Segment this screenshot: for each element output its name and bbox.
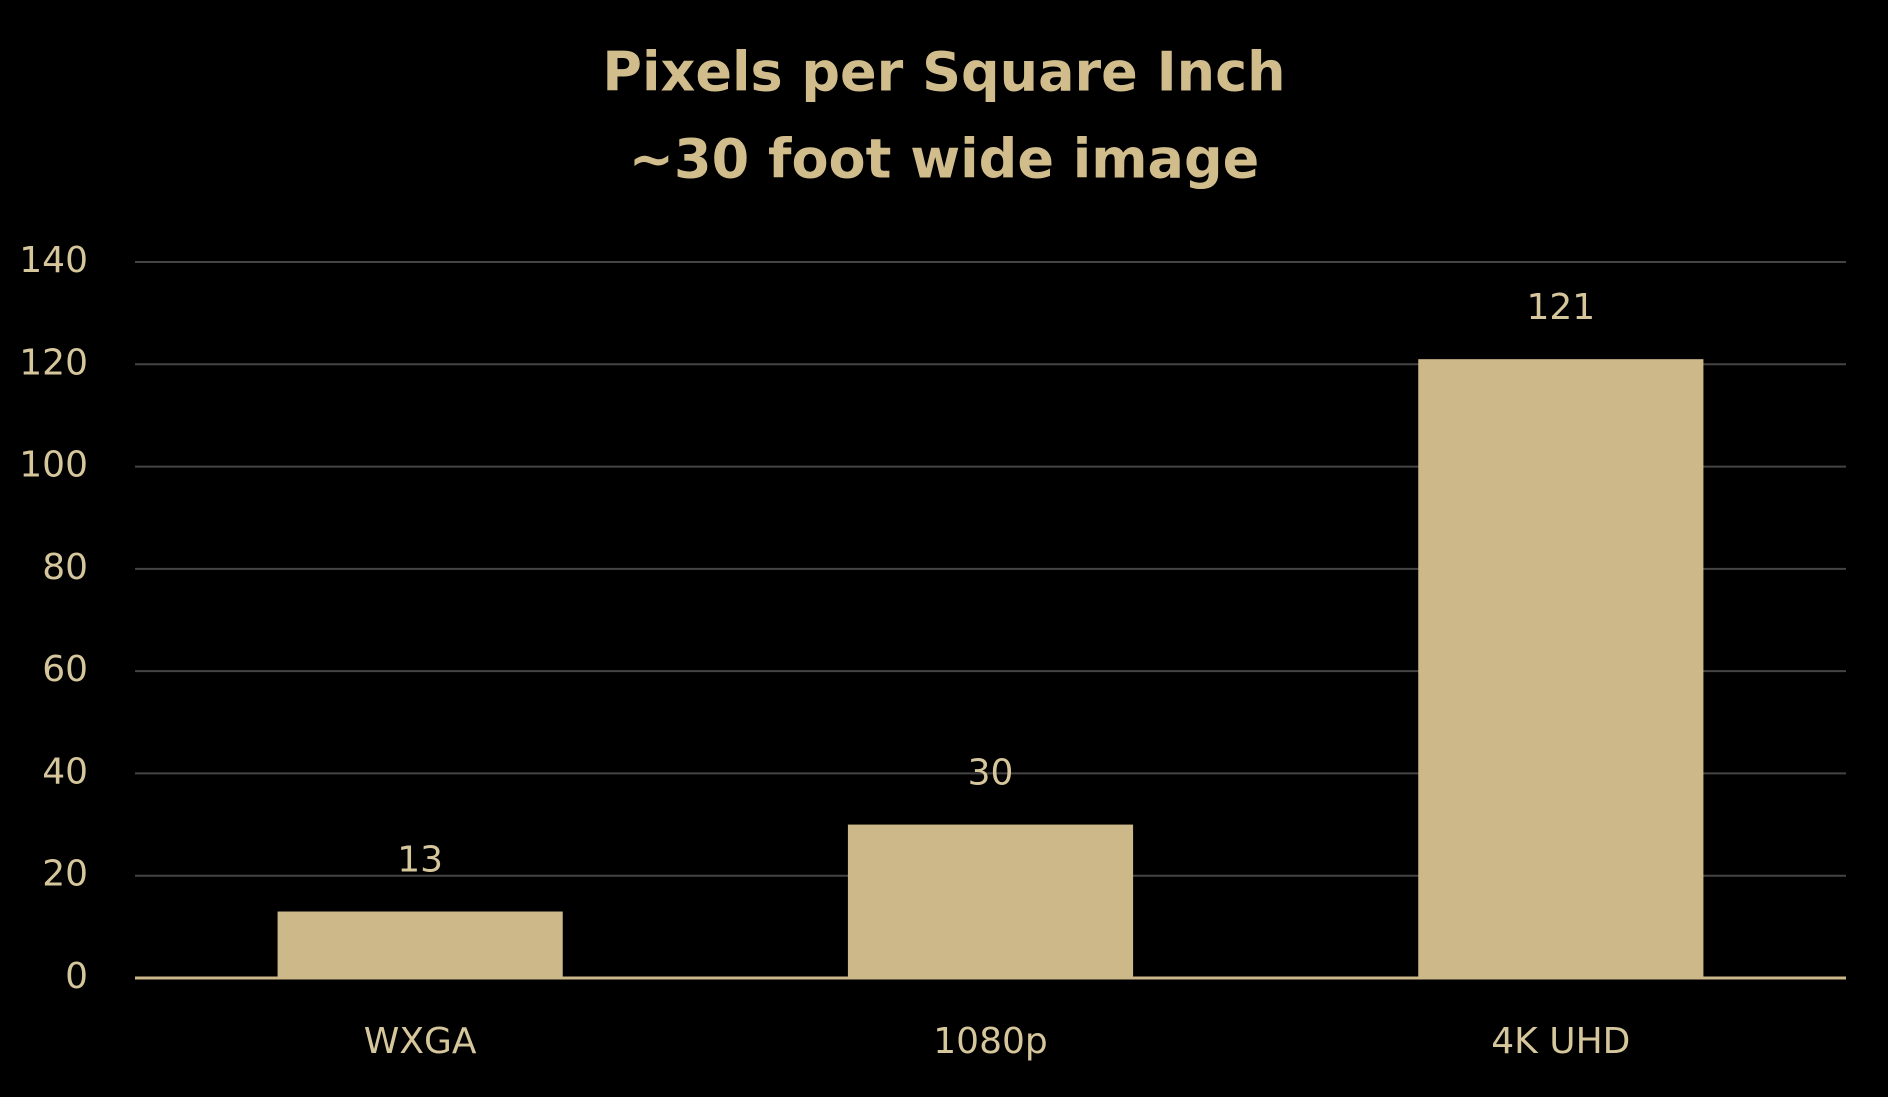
x-tick-label: 1080p [933,1021,1047,1062]
y-tick-label: 100 [19,445,88,486]
y-tick-label: 0 [65,956,88,997]
bar [1418,359,1704,979]
x-tick-label: 4K UHD [1491,1021,1630,1062]
chart-title: Pixels per Square Inch [602,41,1285,104]
bar [277,911,563,978]
data-label: 13 [397,840,443,881]
bar [847,824,1134,978]
y-tick-label: 60 [42,649,88,690]
y-tick-label: 40 [42,751,88,792]
y-tick-label: 140 [19,240,88,281]
y-tick-label: 80 [42,547,88,588]
x-tick-label: WXGA [364,1021,477,1062]
y-tick-label: 20 [42,854,88,895]
y-tick-label: 120 [19,342,88,383]
data-label: 121 [1526,287,1595,328]
chart-subtitle: ~30 foot wide image [629,128,1259,191]
data-label: 30 [968,753,1014,794]
